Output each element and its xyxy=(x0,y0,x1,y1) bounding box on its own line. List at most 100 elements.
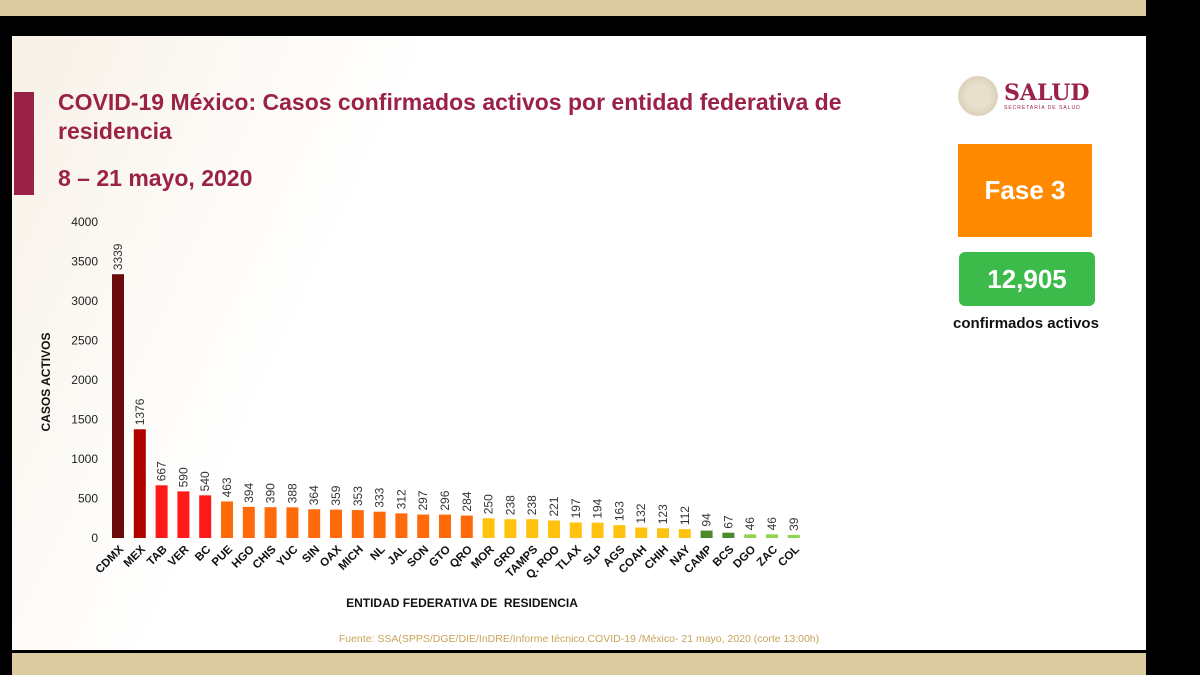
y-tick-label: 1000 xyxy=(71,452,98,466)
data-label: 364 xyxy=(307,485,321,505)
bar-chih xyxy=(657,528,669,538)
data-label: 540 xyxy=(198,471,212,491)
phase-badge: Fase 3 xyxy=(958,144,1092,237)
bar-camp xyxy=(700,530,713,538)
bottom-band xyxy=(12,653,1146,675)
bar-oax xyxy=(330,509,342,538)
page-title: COVID-19 México: Casos confirmados activ… xyxy=(58,89,842,144)
source-footnote: Fuente: SSA(SPPS/DGE/DIE/InDRE/Informe t… xyxy=(338,633,820,645)
bar-hgo xyxy=(242,506,255,538)
y-tick-label: 3000 xyxy=(71,294,98,308)
x-tick-label: CHIS xyxy=(251,543,279,571)
x-tick-label: MEX xyxy=(122,543,148,569)
bar-ver xyxy=(177,491,190,538)
bar-dgo xyxy=(744,534,757,538)
data-label: 238 xyxy=(525,495,539,515)
data-label: 297 xyxy=(416,490,430,510)
bar-nl xyxy=(373,511,386,538)
date-range: 8 – 21 mayo, 2020 xyxy=(58,165,253,191)
bar-gro xyxy=(504,519,517,538)
x-tick-label: ZAC xyxy=(755,544,780,569)
x-tick-label: JAL xyxy=(386,544,410,568)
bar-qro xyxy=(460,515,473,538)
data-label: 312 xyxy=(394,489,408,509)
bar-slp xyxy=(591,522,604,538)
bar-sin xyxy=(308,509,321,538)
data-label: 590 xyxy=(176,467,190,487)
x-tick-label: QRO xyxy=(448,544,475,571)
y-axis-title: CASOS ACTIVOS xyxy=(39,333,53,432)
data-label: 250 xyxy=(482,494,496,514)
bar-mich xyxy=(351,510,364,538)
total-active-count: 12,905 xyxy=(959,252,1095,306)
bar-zac xyxy=(766,534,778,538)
data-label: 221 xyxy=(547,496,561,516)
x-tick-label: CDMX xyxy=(94,543,127,576)
data-label: 333 xyxy=(373,487,387,507)
data-label: 94 xyxy=(700,513,714,527)
data-label: 197 xyxy=(569,498,583,518)
logo-name: SALUD xyxy=(1004,79,1090,106)
data-label: 390 xyxy=(264,483,278,503)
data-label: 1376 xyxy=(133,398,147,425)
logo-subtitle: SECRETARÍA DE SALUD xyxy=(1004,104,1081,111)
data-label: 67 xyxy=(721,515,735,529)
seal-icon xyxy=(958,76,998,116)
x-tick-label: HGO xyxy=(230,544,257,571)
y-tick-label: 500 xyxy=(78,492,98,506)
data-label: 194 xyxy=(591,498,605,518)
bar-ags xyxy=(613,525,626,538)
bar-qroo xyxy=(548,520,560,538)
top-band xyxy=(0,0,1146,16)
y-tick-label: 0 xyxy=(91,531,98,545)
total-active-label: confirmados activos xyxy=(953,315,1099,332)
data-label: 667 xyxy=(155,461,169,481)
bar-coah xyxy=(635,527,648,538)
data-label: 463 xyxy=(220,477,234,497)
x-tick-label: COL xyxy=(776,544,802,570)
data-label: 3339 xyxy=(111,243,125,270)
bar-son xyxy=(417,514,430,538)
data-label: 163 xyxy=(612,501,626,521)
x-tick-label: TLAX xyxy=(554,543,584,573)
data-label: 359 xyxy=(329,485,343,505)
y-tick-label: 4000 xyxy=(71,215,98,229)
bar-chis xyxy=(264,507,277,538)
data-label: 394 xyxy=(242,483,256,503)
title-accent-bar xyxy=(14,92,34,195)
bar-bcs xyxy=(722,532,735,538)
slide: COVID-19 México: Casos confirmados activ… xyxy=(12,36,1146,650)
heading: COVID-19 México: Casos confirmados activ… xyxy=(58,88,938,193)
data-label: 46 xyxy=(765,517,779,531)
x-tick-label: TAB xyxy=(145,544,170,569)
x-tick-label: SLP xyxy=(581,543,606,568)
bar-cdmx xyxy=(112,274,124,538)
x-tick-label: DGO xyxy=(731,544,758,571)
x-tick-label: MOR xyxy=(469,543,497,571)
y-tick-label: 2500 xyxy=(71,334,98,348)
bar-gto xyxy=(439,514,451,538)
bar-col xyxy=(787,534,800,538)
bar-jal xyxy=(395,513,408,538)
x-tick-label: VER xyxy=(166,543,192,569)
data-label: 388 xyxy=(285,483,299,503)
bar-tamps xyxy=(526,519,539,538)
bar-chart: CASOS ACTIVOS ENTIDAD FEDERATIVA DE RESI… xyxy=(39,215,802,610)
bar-tlax xyxy=(569,522,582,538)
y-tick-label: 1500 xyxy=(71,413,98,427)
data-label: 39 xyxy=(787,517,801,531)
data-label: 132 xyxy=(634,503,648,523)
y-tick-label: 3500 xyxy=(71,255,98,269)
data-label: 112 xyxy=(678,506,692,525)
x-tick-label: SON xyxy=(405,544,431,570)
bar-bc xyxy=(199,495,212,538)
bar-pue xyxy=(221,501,233,538)
bar-tab xyxy=(155,485,168,538)
data-label: 46 xyxy=(743,517,757,531)
x-tick-label: MICH xyxy=(337,544,366,573)
x-axis-title: ENTIDAD FEDERATIVA DE RESIDENCIA xyxy=(346,596,578,610)
x-tick-label: NL xyxy=(368,544,387,563)
x-tick-label: GTO xyxy=(427,544,453,570)
bar-mex xyxy=(133,429,146,538)
bar-mor xyxy=(482,518,495,538)
